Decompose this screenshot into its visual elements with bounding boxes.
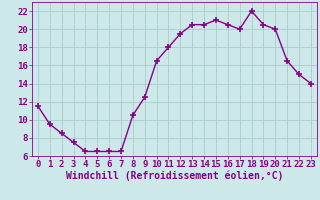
X-axis label: Windchill (Refroidissement éolien,°C): Windchill (Refroidissement éolien,°C) [66,171,283,181]
